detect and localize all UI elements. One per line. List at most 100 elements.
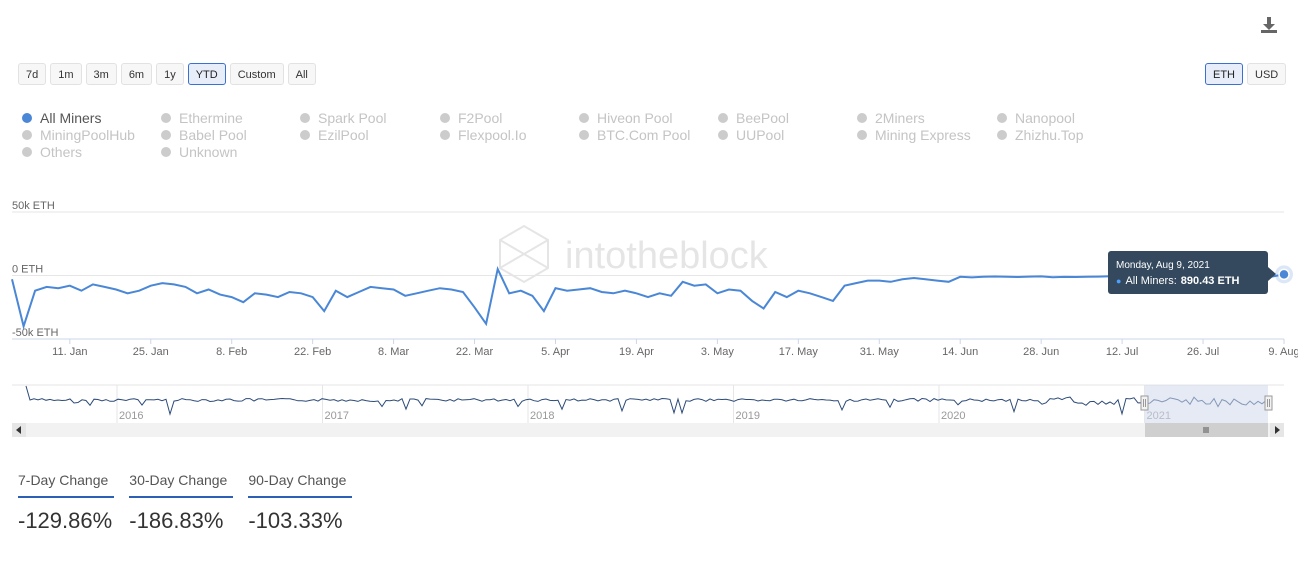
scrollbar-track[interactable] — [12, 423, 1284, 437]
navigator-years: 201620172018201920202021 — [116, 385, 1171, 423]
navigator-selection[interactable] — [1145, 385, 1268, 423]
legend-dot — [161, 130, 171, 140]
stat-90-day: 90-Day Change -103.33% — [248, 472, 353, 534]
unit-eth-button[interactable]: ETH — [1205, 63, 1243, 85]
navigator-handle-right[interactable] — [1264, 395, 1273, 411]
legend-item-unknown[interactable]: Unknown — [161, 144, 237, 160]
range-1y-button[interactable]: 1y — [156, 63, 184, 85]
range-3m-button[interactable]: 3m — [85, 63, 117, 85]
legend-item-f2pool[interactable]: F2Pool — [440, 110, 502, 126]
legend-item-miningpoolhub[interactable]: MiningPoolHub — [22, 127, 135, 143]
stat-value: -129.86% — [18, 508, 113, 533]
legend-item-flexpool[interactable]: Flexpool.Io — [440, 127, 526, 143]
x-tick-label: 9. Aug — [1268, 346, 1298, 358]
legend-label: EzilPool — [318, 127, 369, 143]
legend-item-ezilpool[interactable]: EzilPool — [300, 127, 369, 143]
y-tick-label: 0 ETH — [12, 264, 43, 276]
legend-label: Nanopool — [1015, 110, 1075, 126]
watermark-text: intotheblock — [565, 235, 769, 277]
legend-label: BeePool — [736, 110, 789, 126]
series-line-all-miners[interactable] — [11, 266, 1285, 330]
legend-dot — [22, 147, 32, 157]
legend-item-2miners[interactable]: 2Miners — [857, 110, 925, 126]
change-stats: 7-Day Change -129.86% 30-Day Change -186… — [18, 472, 353, 534]
navigator-year-label: 2017 — [325, 410, 349, 422]
range-7d-button[interactable]: 7d — [18, 63, 47, 85]
legend-label: BTC.Com Pool — [597, 127, 691, 143]
legend-item-all-miners[interactable]: All Miners — [22, 110, 101, 126]
navigator[interactable]: 201620172018201920202021 — [0, 380, 1298, 440]
x-tick-label: 5. Apr — [541, 346, 570, 358]
x-tick-label: 17. May — [779, 346, 819, 358]
legend-label: MiningPoolHub — [40, 127, 135, 143]
stat-label: 90-Day Change — [248, 472, 353, 498]
x-tick-label: 22. Mar — [456, 346, 494, 358]
range-1m-button[interactable]: 1m — [50, 63, 82, 85]
x-tick-label: 26. Jul — [1187, 346, 1219, 358]
x-tick-label: 12. Jul — [1106, 346, 1138, 358]
range-6m-button[interactable]: 6m — [120, 63, 153, 85]
stat-value: -103.33% — [248, 508, 343, 533]
stat-value: -186.83% — [129, 508, 224, 533]
stat-7-day: 7-Day Change -129.86% — [18, 472, 115, 534]
legend-label: Spark Pool — [318, 110, 387, 126]
stat-label: 30-Day Change — [129, 472, 234, 498]
x-tick-label: 3. May — [701, 346, 735, 358]
legend-item-uupool[interactable]: UUPool — [718, 127, 784, 143]
x-tick-label: 11. Jan — [52, 346, 87, 358]
legend-item-mining-express[interactable]: Mining Express — [857, 127, 971, 143]
x-tick-label: 8. Feb — [216, 346, 247, 358]
range-all-button[interactable]: All — [287, 63, 316, 85]
legend-item-babel-pool[interactable]: Babel Pool — [161, 127, 247, 143]
legend-item-zhizhu-top[interactable]: Zhizhu.Top — [997, 127, 1083, 143]
navigator-handle-left[interactable] — [1140, 395, 1149, 411]
legend-item-ethermine[interactable]: Ethermine — [161, 110, 243, 126]
unit-usd-button[interactable]: USD — [1247, 63, 1287, 85]
x-tick-label: 22. Feb — [294, 346, 331, 358]
legend-item-btc-com-pool[interactable]: BTC.Com Pool — [579, 127, 690, 143]
legend-label: Mining Express — [875, 127, 971, 143]
legend-dot — [718, 113, 728, 123]
x-tick-label: 14. Jun — [942, 346, 978, 358]
legend-item-nanopool[interactable]: Nanopool — [997, 110, 1075, 126]
legend-dot — [22, 113, 32, 123]
unit-toggle: ETH USD — [1205, 63, 1287, 85]
y-tick-label: -50k ETH — [12, 327, 59, 339]
scroll-left-arrow-icon[interactable] — [12, 423, 26, 437]
navigator-year-label: 2020 — [941, 410, 965, 422]
legend-dot — [22, 130, 32, 140]
legend-dot — [440, 130, 450, 140]
scroll-right-arrow-icon[interactable] — [1270, 423, 1284, 437]
watermark-logo-line — [499, 239, 549, 269]
legend-item-hiveon-pool[interactable]: Hiveon Pool — [579, 110, 673, 126]
legend-label: Ethermine — [179, 110, 243, 126]
legend-label: Others — [40, 144, 83, 160]
tooltip: Monday, Aug 9, 2021 ● All Miners: 890.43… — [1108, 251, 1276, 294]
legend-label: Zhizhu.Top — [1015, 127, 1084, 143]
tooltip-dot-icon: ● — [1116, 276, 1122, 286]
hover-point[interactable] — [1278, 268, 1290, 281]
stat-30-day: 30-Day Change -186.83% — [129, 472, 234, 534]
tooltip-value-row: ● All Miners: 890.43 ETH — [1116, 275, 1260, 287]
legend-label: Unknown — [179, 144, 238, 160]
legend-item-others[interactable]: Others — [22, 144, 82, 160]
download-icon[interactable] — [1259, 15, 1279, 35]
legend-label: Babel Pool — [179, 127, 247, 143]
range-ytd-button[interactable]: YTD — [187, 63, 226, 85]
range-custom-button[interactable]: Custom — [229, 63, 284, 85]
legend-label: UUPool — [736, 127, 785, 143]
legend-dot — [857, 113, 867, 123]
main-chart[interactable]: intotheblock 50k ETH 0 ETH -50k ETH 11. Ja… — [0, 180, 1298, 550]
legend-item-beepool[interactable]: BeePool — [718, 110, 789, 126]
legend-dot — [440, 113, 450, 123]
legend-dot — [161, 113, 171, 123]
legend-dot — [579, 113, 589, 123]
navigator-year-label: 2018 — [530, 410, 554, 422]
legend-item-spark-pool[interactable]: Spark Pool — [300, 110, 386, 126]
legend-dot — [997, 113, 1007, 123]
x-tick-label: 8. Mar — [378, 346, 410, 358]
navigator-year-label: 2016 — [119, 410, 143, 422]
watermark-logo-icon — [499, 224, 549, 284]
range-selector: 7d 1m 3m 6m 1y YTD Custom All — [18, 63, 316, 85]
watermark-logo-line — [499, 239, 549, 269]
